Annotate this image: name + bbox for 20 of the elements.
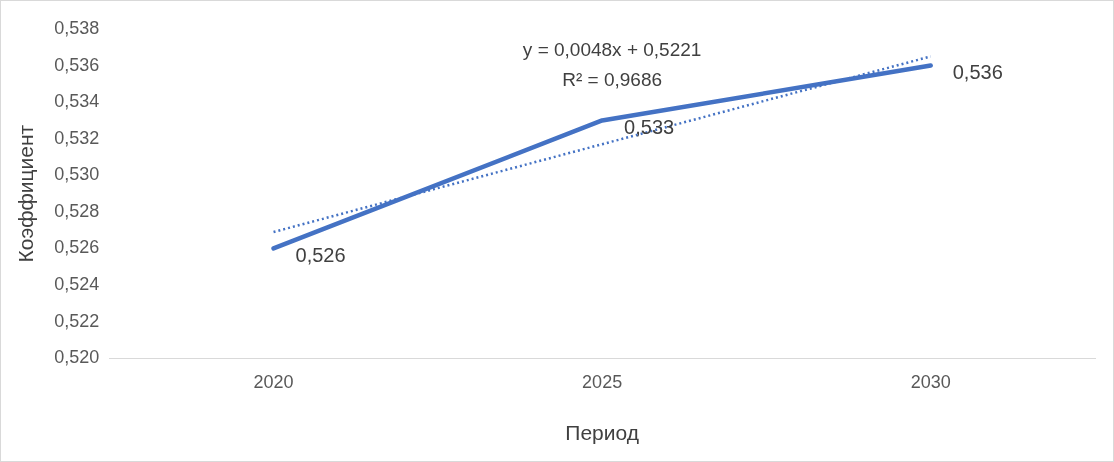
x-tick-label: 2020: [253, 371, 294, 392]
y-tick-label: 0,534: [54, 91, 100, 112]
y-tick-label: 0,520: [54, 347, 100, 368]
y-tick-label: 0,528: [54, 200, 100, 221]
data-label: 0,533: [624, 115, 675, 138]
annotation: R² = 0,9686: [562, 69, 663, 91]
data-label: 0,536: [952, 61, 1003, 84]
y-tick-label: 0,526: [54, 237, 100, 258]
y-tick-label: 0,524: [54, 274, 100, 295]
y-tick-label: 0,532: [54, 127, 100, 148]
y-axis-title: Коэффициент: [14, 124, 38, 263]
y-tick-label: 0,538: [54, 17, 100, 38]
y-tick-label: 0,522: [54, 310, 100, 331]
x-tick-label: 2025: [582, 371, 623, 392]
data-label: 0,526: [295, 243, 346, 266]
x-tick-label: 2030: [910, 371, 951, 392]
x-axis-title: Период: [565, 421, 639, 445]
y-tick-label: 0,536: [54, 54, 100, 75]
annotation: y = 0,0048x + 0,5221: [522, 39, 702, 61]
y-tick-label: 0,530: [54, 164, 100, 185]
